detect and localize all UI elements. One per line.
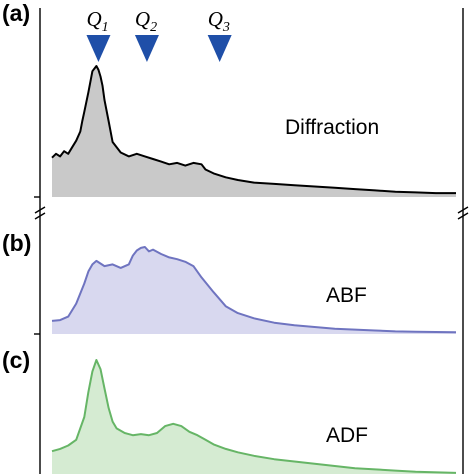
q1-marker-triangle [86,35,111,62]
abf-series-line [51,246,457,334]
diffraction-series-line [51,65,456,195]
break-mark-right [457,206,469,220]
break-mark-left [34,206,46,220]
panels-group [51,65,457,474]
axis-break-marks [34,206,469,220]
adf-series-line [51,359,457,474]
panel-label-a: (a) [2,0,30,26]
adf-label: ADF [326,424,368,447]
diffraction-area-fill [52,66,456,197]
q1-marker-label: Q1 [87,7,109,35]
abf-label: ABF [326,284,367,307]
adf-area-fill [52,360,456,474]
panel-label-b: (b) [2,230,31,256]
panel-label-c: (c) [2,347,30,373]
q2-marker-triangle [134,35,159,62]
abf-area-fill [52,247,456,334]
q-markers: Q1 Q2 Q3 [86,7,232,62]
q3-marker-label: Q3 [208,7,230,35]
q2-marker-label: Q2 [135,7,157,35]
diffraction-label: Diffraction [285,116,379,139]
q3-marker-triangle [207,35,232,62]
